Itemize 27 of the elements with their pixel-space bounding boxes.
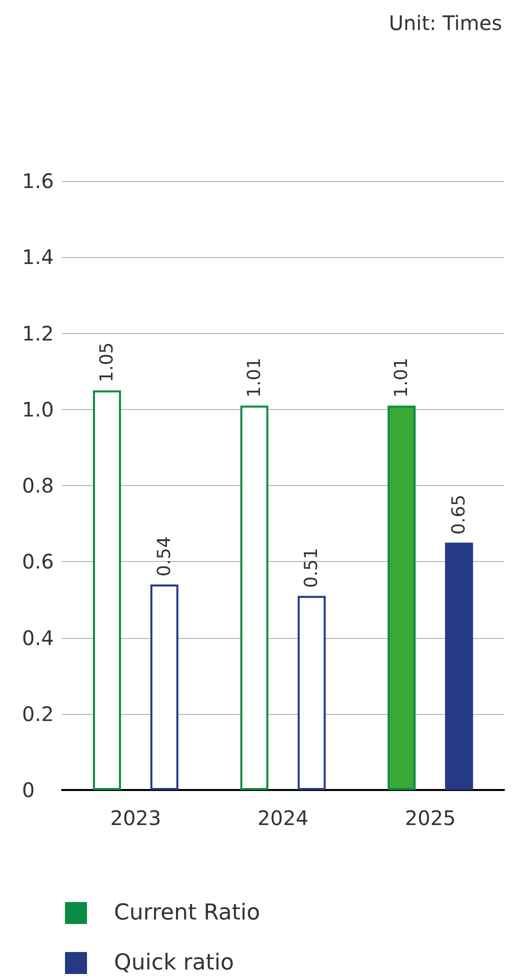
y-tick-label: 1.4: [22, 245, 54, 270]
y-tick-label: 1.2: [22, 321, 54, 346]
legend-label: Quick ratio: [114, 950, 234, 976]
bar: [92, 390, 121, 790]
y-tick-label: 0.4: [22, 626, 54, 650]
y-tick-label: 1.6: [22, 169, 54, 193]
x-tick-label: 2024: [258, 806, 308, 830]
bar: [298, 596, 326, 790]
data-label: 0.51: [301, 548, 322, 588]
data-label: 1.01: [244, 357, 265, 398]
y-tick-label: 1.0: [22, 397, 54, 422]
x-tick-label: 2025: [404, 806, 456, 830]
bar: [150, 584, 178, 790]
data-label: 1.05: [96, 342, 118, 382]
data-label: 1.01: [391, 357, 412, 398]
data-label: 0.54: [154, 536, 175, 576]
y-tick-label: 0.6: [22, 550, 54, 574]
y-tick-label: 0: [22, 778, 35, 802]
y-tick-label: 0.2: [22, 702, 54, 726]
bar: [240, 406, 268, 790]
bar: [445, 542, 474, 790]
x-tick-label: 2023: [110, 806, 162, 830]
bar: [388, 406, 416, 790]
data-label: 0.65: [448, 494, 470, 535]
text: Unit: Times: [388, 11, 502, 35]
legend-label: Current Ratio: [114, 900, 260, 926]
y-tick-label: 0.8: [22, 474, 54, 498]
